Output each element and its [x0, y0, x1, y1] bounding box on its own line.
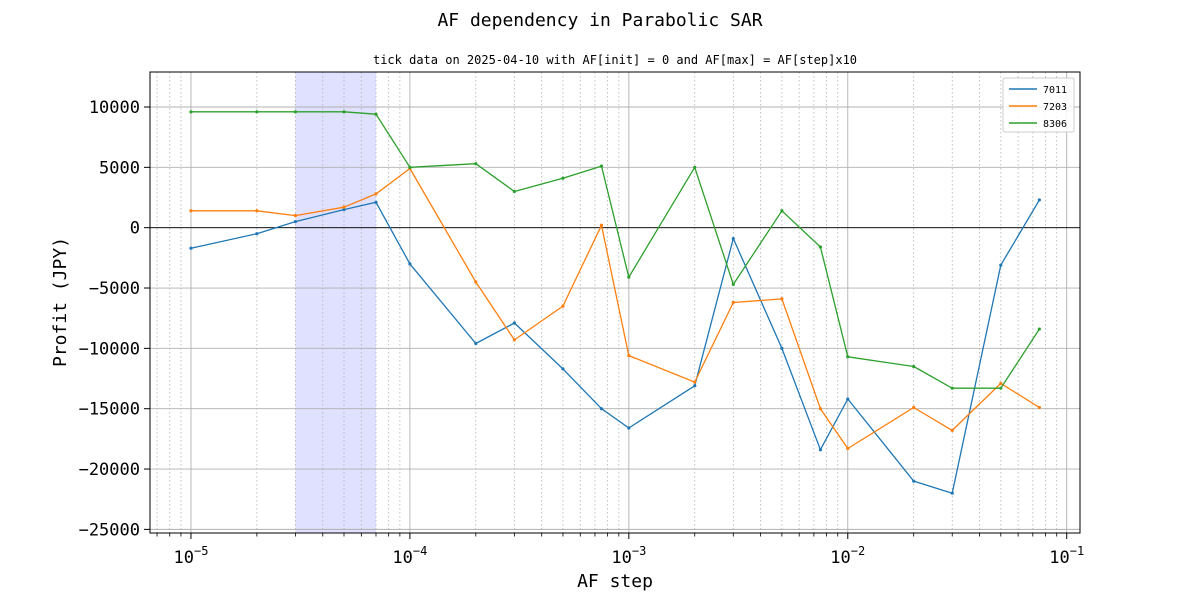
- x-tick-label-exponent: −5: [194, 544, 208, 558]
- x-tick-label: 10−5: [173, 544, 208, 568]
- y-axis-label: Profit (JPY): [50, 237, 71, 367]
- data-point-7203: [342, 205, 346, 209]
- data-point-8306: [818, 245, 823, 249]
- plot-area: 10−5 10−4 10−3 10−2 10−11000050000−5000−1000…: [79, 71, 1084, 568]
- data-point-8306: [780, 209, 784, 213]
- data-point-7203: [561, 304, 565, 308]
- data-point-7011: [818, 448, 823, 452]
- x-tick-label: 10−4: [392, 544, 427, 568]
- data-point-8306: [561, 176, 565, 180]
- data-point-8306: [408, 165, 412, 169]
- y-tick-label: −10000: [79, 339, 140, 359]
- x-tick-label-base: 10: [611, 548, 631, 568]
- data-point-8306: [1037, 327, 1041, 331]
- data-point-8306: [950, 386, 954, 390]
- series-line-7011: [190, 199, 1040, 494]
- data-point-7011: [512, 321, 516, 325]
- legend-label: 8306: [1043, 119, 1067, 130]
- series-line-7203: [191, 167, 1040, 450]
- chart-title: AF dependency in Parabolic SAR: [437, 10, 762, 31]
- data-point-7203: [1037, 405, 1041, 410]
- data-point-8306: [731, 282, 735, 286]
- data-point-8306: [342, 110, 346, 114]
- data-point-7203: [627, 353, 631, 358]
- data-point-8306: [293, 110, 298, 114]
- data-point-7203: [293, 214, 298, 218]
- data-point-8306: [627, 275, 631, 279]
- data-point-7011: [255, 232, 259, 236]
- data-point-7203: [846, 446, 850, 451]
- chart-subtitle: tick data on 2025-04-10 with AF[init] = …: [373, 53, 857, 67]
- data-point-7011: [599, 407, 604, 411]
- legend-label: 7011: [1043, 85, 1067, 96]
- data-point-8306: [474, 162, 478, 166]
- x-tick-label-exponent: −1: [1070, 544, 1084, 558]
- x-tick-label-base: 10: [392, 548, 412, 568]
- data-point-7203: [255, 209, 259, 213]
- data-point-7203: [374, 192, 378, 196]
- x-tick-label: 10−2: [830, 544, 865, 568]
- data-point-7011: [342, 207, 346, 212]
- data-point-8306: [846, 355, 850, 359]
- x-tick-label-exponent: −2: [851, 544, 865, 558]
- data-point-7011: [1037, 198, 1041, 202]
- data-point-8306: [189, 110, 193, 114]
- data-point-8306: [512, 189, 516, 194]
- series-line-8306: [191, 111, 1040, 389]
- x-tick-label: 10−3: [611, 544, 646, 568]
- highlight-span: [295, 72, 376, 533]
- data-point-7203: [780, 297, 784, 301]
- x-tick-label-base: 10: [173, 548, 193, 568]
- data-point-7203: [474, 280, 478, 284]
- data-point-7011: [999, 263, 1003, 267]
- data-point-7011: [374, 200, 378, 204]
- y-tick-label: −15000: [79, 400, 140, 420]
- x-tick-label-base: 10: [1049, 548, 1069, 568]
- data-point-7011: [627, 426, 631, 430]
- data-point-7011: [293, 220, 298, 224]
- data-point-7203: [999, 381, 1003, 385]
- legend: 7011 7203 8306: [1002, 77, 1075, 133]
- x-tick-label-exponent: −3: [632, 544, 646, 558]
- data-point-7011: [912, 479, 916, 483]
- x-tick-label-exponent: −4: [413, 544, 427, 558]
- data-point-7203: [818, 407, 823, 411]
- data-point-7203: [912, 405, 916, 410]
- x-tick-label: 10−1: [1049, 544, 1084, 568]
- x-axis-label: AF step: [577, 571, 653, 592]
- y-tick-label: −25000: [79, 520, 140, 540]
- data-point-7011: [561, 367, 565, 371]
- data-point-7011: [693, 384, 697, 388]
- data-point-7011: [731, 236, 735, 241]
- data-point-7203: [599, 223, 604, 227]
- legend-box: [1002, 77, 1075, 133]
- y-tick-label: 5000: [99, 158, 140, 178]
- data-point-7011: [408, 262, 412, 266]
- y-tick-label: 0: [130, 219, 140, 239]
- data-point-7011: [780, 346, 784, 350]
- data-point-7203: [189, 209, 193, 213]
- y-tick-label: −5000: [89, 279, 140, 299]
- y-tick-label: 10000: [89, 98, 140, 118]
- data-point-7203: [512, 338, 516, 342]
- data-point-7011: [846, 397, 850, 401]
- data-point-7203: [950, 428, 954, 433]
- data-point-7203: [731, 300, 735, 305]
- data-point-8306: [912, 364, 916, 369]
- data-point-8306: [374, 112, 378, 116]
- data-point-8306: [599, 164, 604, 168]
- data-point-8306: [999, 386, 1003, 390]
- data-point-7011: [189, 246, 193, 250]
- data-point-7203: [693, 380, 697, 384]
- data-point-7011: [950, 491, 954, 495]
- data-point-7011: [474, 341, 478, 346]
- data-point-8306: [255, 110, 259, 114]
- data-point-8306: [693, 165, 697, 169]
- legend-label: 7203: [1043, 102, 1067, 113]
- x-tick-label-base: 10: [830, 548, 850, 568]
- axes-frame: [149, 71, 1081, 534]
- y-tick-label: −20000: [79, 460, 140, 480]
